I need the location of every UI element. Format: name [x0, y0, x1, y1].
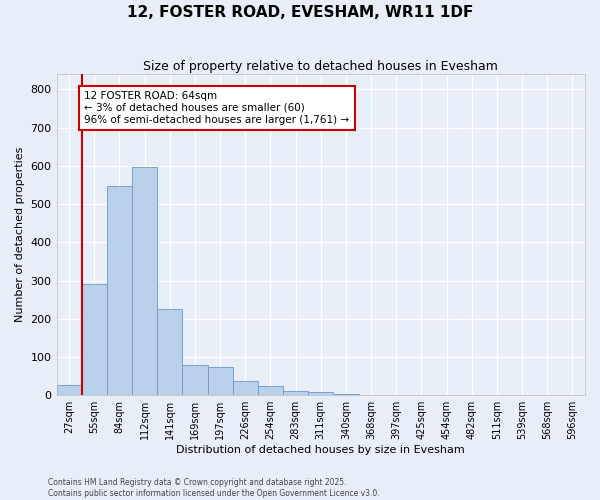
Text: 12, FOSTER ROAD, EVESHAM, WR11 1DF: 12, FOSTER ROAD, EVESHAM, WR11 1DF — [127, 5, 473, 20]
Bar — [157, 309, 182, 395]
Y-axis label: Number of detached properties: Number of detached properties — [15, 147, 25, 322]
Title: Size of property relative to detached houses in Evesham: Size of property relative to detached ho… — [143, 60, 498, 73]
Bar — [208, 366, 233, 395]
Text: Contains HM Land Registry data © Crown copyright and database right 2025.
Contai: Contains HM Land Registry data © Crown c… — [48, 478, 380, 498]
Text: 12 FOSTER ROAD: 64sqm
← 3% of detached houses are smaller (60)
96% of semi-detac: 12 FOSTER ROAD: 64sqm ← 3% of detached h… — [84, 92, 349, 124]
Bar — [82, 284, 107, 395]
Bar — [258, 386, 283, 395]
Bar — [334, 394, 359, 395]
Bar — [107, 186, 132, 395]
Bar — [132, 166, 157, 395]
Bar — [56, 384, 82, 395]
Bar — [283, 390, 308, 395]
Bar — [182, 364, 208, 395]
Bar — [308, 392, 334, 395]
X-axis label: Distribution of detached houses by size in Evesham: Distribution of detached houses by size … — [176, 445, 465, 455]
Bar — [233, 380, 258, 395]
